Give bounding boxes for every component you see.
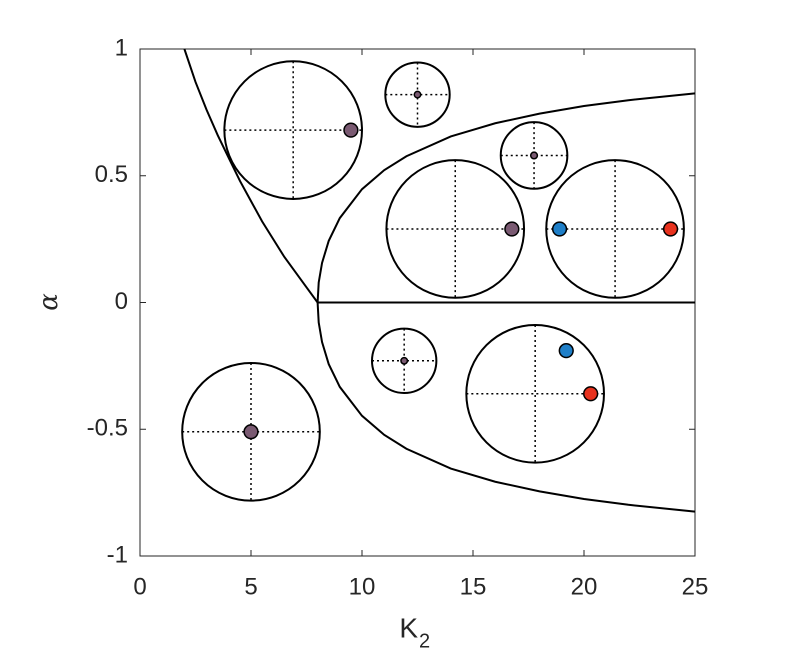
inset-circle xyxy=(223,60,363,200)
dot xyxy=(583,386,599,402)
x-tick-label: 10 xyxy=(349,573,376,600)
y-tick-label: 0 xyxy=(115,288,128,315)
dot xyxy=(413,90,422,99)
x-axis-label-subscript: 2 xyxy=(419,630,430,652)
curve xyxy=(316,92,696,303)
curve xyxy=(183,48,319,304)
curve xyxy=(316,302,696,513)
x-tick-label: 0 xyxy=(133,573,146,600)
y-tick-label: 0.5 xyxy=(95,161,128,188)
x-tick-label: 15 xyxy=(460,573,487,600)
y-tick-label: 1 xyxy=(115,34,128,61)
dot xyxy=(504,221,520,237)
x-tick-label: 25 xyxy=(682,573,709,600)
dot xyxy=(558,343,574,359)
y-axis-label: α xyxy=(34,293,64,311)
dot xyxy=(551,221,568,237)
dot xyxy=(662,221,679,237)
dot xyxy=(529,151,539,160)
y-tick-label: -0.5 xyxy=(87,415,128,442)
dot xyxy=(243,424,259,440)
y-tick-label: -1 xyxy=(107,541,128,568)
dot xyxy=(343,122,359,138)
x-tick-label: 5 xyxy=(244,573,257,600)
dot xyxy=(400,356,409,365)
x-axis-label: K xyxy=(399,612,418,643)
x-tick-label: 20 xyxy=(571,573,598,600)
